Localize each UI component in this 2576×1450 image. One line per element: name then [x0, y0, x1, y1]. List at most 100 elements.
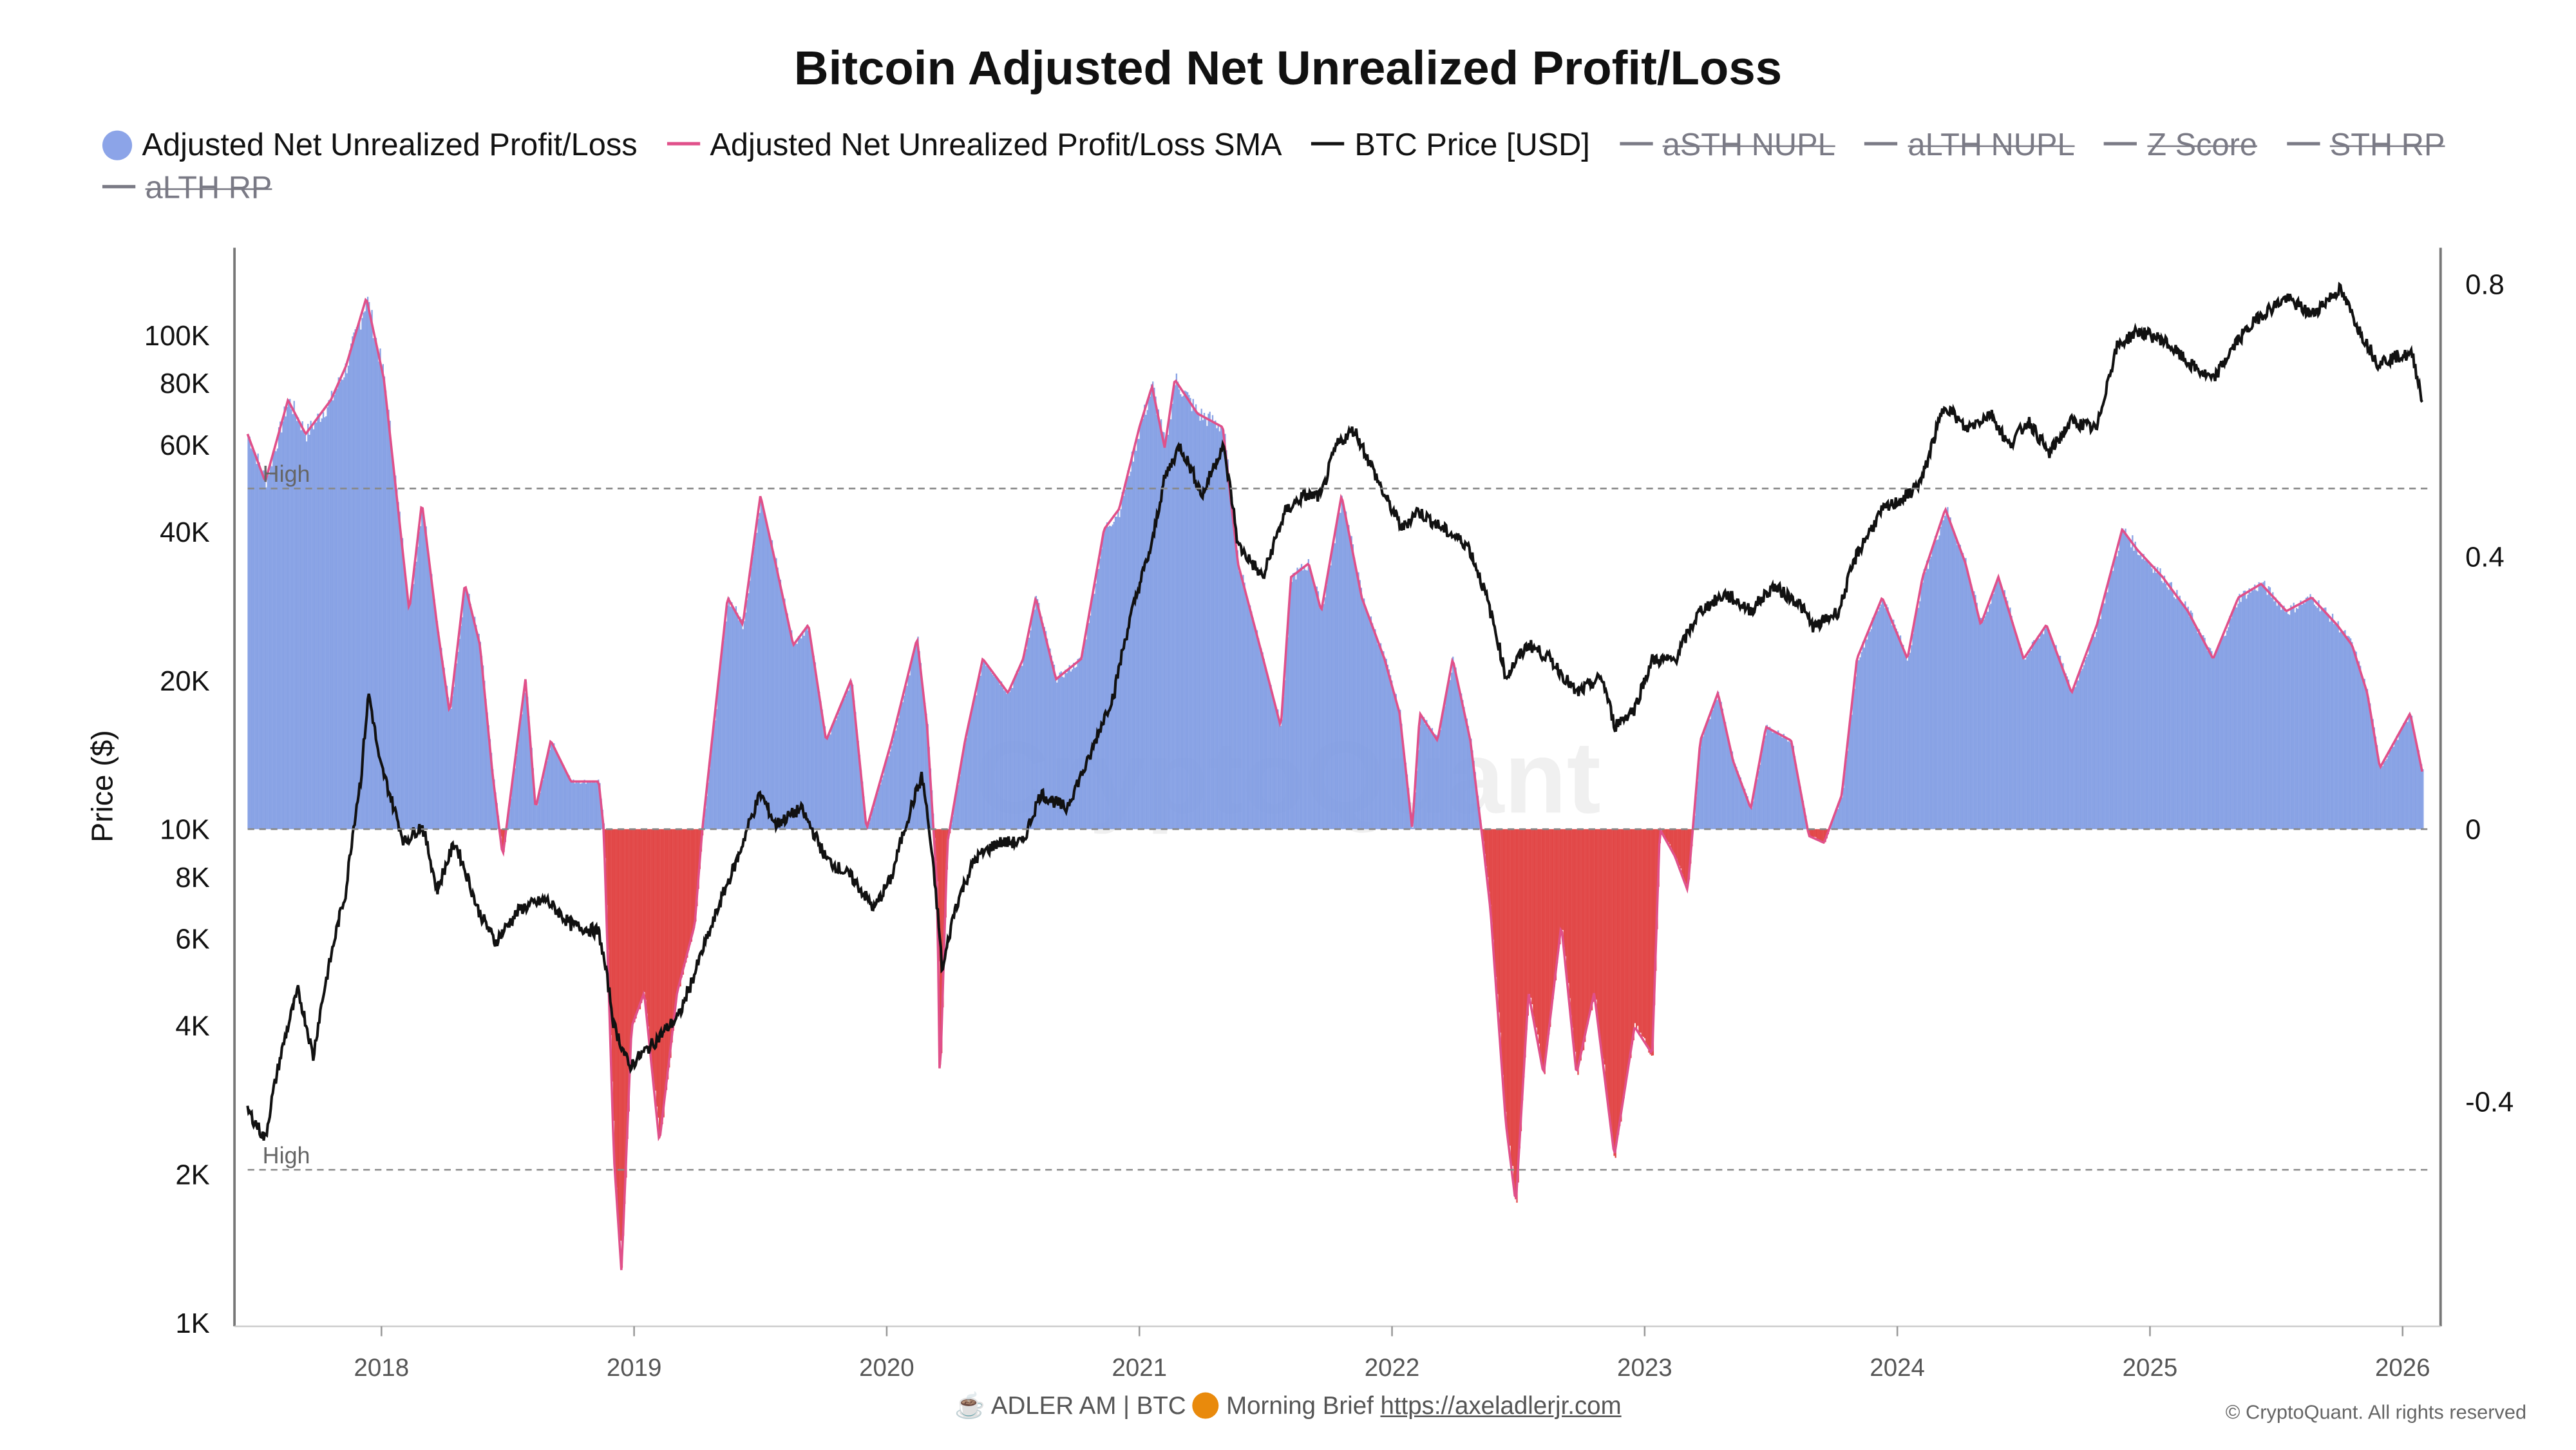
nupl-bar [1630, 829, 1632, 1058]
nupl-bar [616, 829, 618, 1188]
nupl-bar [1377, 644, 1379, 830]
nupl-bar [2394, 741, 2396, 830]
nupl-bar [697, 829, 699, 889]
nupl-bar [1934, 536, 1937, 830]
nupl-bar [878, 786, 880, 830]
nupl-bar [1600, 829, 1603, 1053]
nupl-bar [748, 593, 750, 830]
nupl-bar [1919, 601, 1921, 830]
nupl-bar [681, 829, 683, 978]
nupl-bar [1189, 397, 1191, 830]
nupl-bar [671, 829, 673, 1043]
nupl-bar [723, 640, 724, 830]
nupl-bar [1241, 578, 1243, 830]
nupl-bar [2140, 553, 2142, 830]
nupl-bar [2305, 597, 2307, 830]
nupl-bar [2173, 597, 2175, 830]
nupl-bar [2051, 638, 2053, 830]
nupl-bar [1025, 649, 1027, 830]
legend-item-z-score[interactable]: Z Score [2104, 126, 2257, 169]
nupl-bar [2410, 716, 2413, 830]
nupl-bar [484, 680, 486, 830]
nupl-bar [1384, 657, 1386, 830]
nupl-bar [880, 784, 882, 830]
nupl-bar [2224, 635, 2227, 830]
nupl-bar [1719, 701, 1721, 830]
nupl-bar [837, 716, 838, 830]
legend-item-sth-rp[interactable]: STH RP [2287, 126, 2445, 169]
nupl-bar [749, 580, 751, 830]
nupl-bar [1235, 548, 1237, 830]
nupl-bar [1823, 829, 1825, 844]
nupl-bar [516, 744, 519, 830]
nupl-bar [971, 709, 973, 830]
btc-price-line [246, 281, 2423, 1141]
nupl-bar [1917, 607, 1920, 830]
nupl-bar [1239, 570, 1242, 830]
nupl-bar [1548, 829, 1550, 1035]
nupl-bar [1427, 728, 1429, 830]
nupl-bar [1335, 527, 1338, 830]
nupl-bar [2412, 725, 2414, 830]
footer-link[interactable]: https://axeladlerjr.com [1380, 1392, 1622, 1421]
nupl-bar [904, 688, 907, 830]
nupl-bar [1432, 734, 1435, 830]
nupl-bar [1976, 602, 1978, 830]
nupl-bar [1728, 744, 1730, 830]
legend-item-btc-price-usd-[interactable]: BTC Price [USD] [1311, 126, 1590, 169]
nupl-bar [2343, 631, 2345, 830]
legend-item-asth-nupl[interactable]: aSTH NUPL [1620, 126, 1835, 169]
nupl-bar [1820, 829, 1823, 843]
nupl-bar [2101, 608, 2103, 830]
nupl-bar [1035, 596, 1037, 830]
nupl-bar [2278, 602, 2281, 830]
nupl-bar [725, 621, 727, 830]
nupl-bar [1408, 788, 1410, 830]
nupl-bar [1039, 614, 1041, 830]
nupl-bar [1612, 829, 1614, 1141]
legend-item-alth-nupl[interactable]: aLTH NUPL [1864, 126, 2075, 169]
nupl-bar [2368, 698, 2370, 830]
nupl-bar [2154, 566, 2156, 830]
nupl-bar [1521, 829, 1524, 1101]
nupl-bar [1396, 707, 1399, 830]
nupl-bar [1824, 829, 1826, 843]
nupl-bar [2148, 564, 2150, 830]
nupl-bar [1217, 425, 1219, 830]
nupl-bar [2313, 604, 2316, 830]
legend-item-adjusted-net-unrealized-profit-loss-sma[interactable]: Adjusted Net Unrealized Profit/Loss SMA [667, 126, 1282, 169]
nupl-bar [1762, 745, 1764, 830]
nupl-bar [500, 829, 502, 837]
nupl-bar [522, 699, 524, 830]
nupl-bar [1188, 395, 1190, 830]
nupl-bar [2155, 573, 2157, 830]
nupl-bar [365, 302, 368, 830]
nupl-bar [2020, 648, 2022, 830]
nupl-bar [1799, 787, 1801, 830]
nupl-bar [2084, 660, 2087, 830]
y-left-tick-label: 8K [175, 863, 209, 893]
nupl-bar [1387, 664, 1388, 830]
nupl-bar [2069, 688, 2071, 830]
x-tick-label: 2021 [1112, 1354, 1167, 1382]
nupl-bar [1930, 557, 1932, 830]
nupl-bar [2380, 767, 2382, 830]
nupl-bar [539, 792, 541, 830]
nupl-bar [1327, 575, 1329, 830]
legend-item-adjusted-net-unrealized-profit-loss[interactable]: Adjusted Net Unrealized Profit/Loss [102, 126, 638, 169]
nupl-bar [560, 761, 562, 830]
legend-item-alth-rp[interactable]: aLTH RP [102, 169, 272, 212]
nupl-bar [1329, 569, 1331, 830]
nupl-bar [918, 651, 920, 830]
nupl-bar [2132, 535, 2134, 830]
nupl-bar [1135, 450, 1137, 830]
nupl-bar [1370, 616, 1372, 830]
nupl-bar [2211, 651, 2213, 830]
nupl-bar [1170, 419, 1172, 830]
nupl-bar [2226, 630, 2228, 830]
nupl-bar [1099, 558, 1101, 830]
nupl-bar [1454, 665, 1455, 830]
nupl-bar [2315, 606, 2317, 830]
nupl-bar [2277, 601, 2280, 830]
nupl-bar [1832, 821, 1833, 830]
